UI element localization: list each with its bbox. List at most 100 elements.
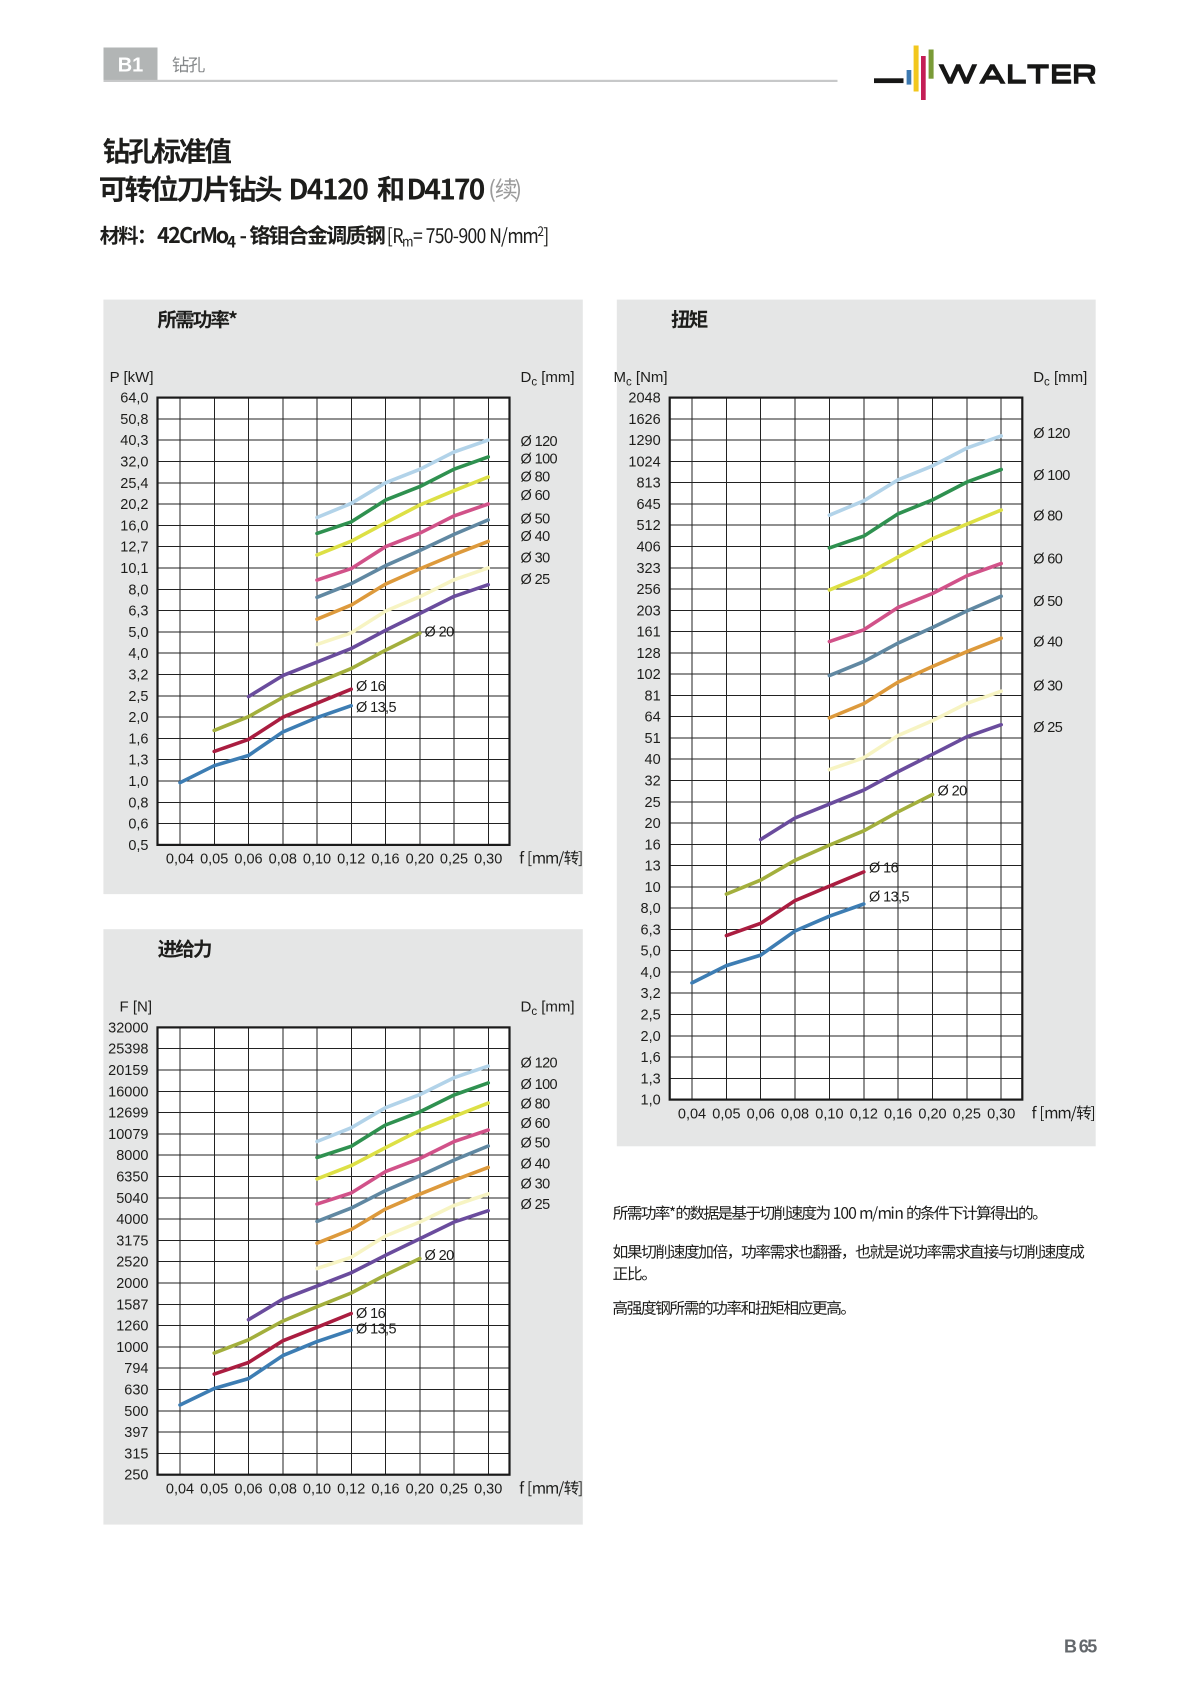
svg-text:Ø 20: Ø 20 (938, 784, 968, 800)
svg-text:0,16: 0,16 (371, 1482, 399, 1498)
svg-text:32,0: 32,0 (120, 455, 148, 471)
svg-text:Ø 16: Ø 16 (356, 679, 386, 695)
svg-text:0,08: 0,08 (269, 852, 297, 868)
svg-text:4000: 4000 (116, 1212, 148, 1228)
svg-text:2,5: 2,5 (641, 1008, 661, 1024)
svg-text:Ø 40: Ø 40 (521, 529, 551, 545)
svg-text:5,0: 5,0 (641, 944, 661, 960)
svg-text:0,04: 0,04 (166, 1482, 194, 1498)
svg-text:0,10: 0,10 (815, 1106, 843, 1122)
svg-text:32: 32 (645, 774, 661, 790)
svg-text:Ø 30: Ø 30 (1033, 679, 1063, 695)
svg-text:203: 203 (636, 603, 660, 619)
svg-text:10079: 10079 (108, 1127, 148, 1143)
svg-text:0,20: 0,20 (406, 852, 434, 868)
svg-text:Ø 25: Ø 25 (521, 1197, 551, 1213)
svg-text:Ø 40: Ø 40 (521, 1157, 551, 1173)
svg-text:Ø 80: Ø 80 (521, 470, 551, 486)
svg-text:0,8: 0,8 (128, 795, 148, 811)
svg-text:12699: 12699 (108, 1106, 148, 1122)
svg-text:1,3: 1,3 (128, 753, 148, 769)
svg-text:3175: 3175 (116, 1233, 148, 1249)
svg-text:0,12: 0,12 (337, 852, 365, 868)
svg-text:20: 20 (645, 816, 661, 832)
svg-text:Ø 20: Ø 20 (425, 1248, 455, 1264)
svg-text:51: 51 (645, 731, 661, 747)
svg-text:4,0: 4,0 (641, 965, 661, 981)
svg-text:0,05: 0,05 (200, 1482, 228, 1498)
svg-text:0,25: 0,25 (953, 1106, 981, 1122)
svg-text:0,20: 0,20 (918, 1106, 946, 1122)
svg-text:16000: 16000 (108, 1084, 148, 1100)
svg-text:50,8: 50,8 (120, 412, 148, 428)
svg-text:0,10: 0,10 (303, 852, 331, 868)
svg-text:8,0: 8,0 (128, 582, 148, 598)
svg-text:3,2: 3,2 (128, 668, 148, 684)
svg-text:102: 102 (636, 667, 660, 683)
svg-text:40,3: 40,3 (120, 433, 148, 449)
svg-text:3,2: 3,2 (641, 986, 661, 1002)
svg-text:128: 128 (636, 646, 660, 662)
svg-text:8,0: 8,0 (641, 901, 661, 917)
svg-text:0,16: 0,16 (371, 852, 399, 868)
svg-text:2,5: 2,5 (128, 689, 148, 705)
svg-text:Ø 100: Ø 100 (1033, 468, 1070, 484)
svg-text:Dc [mm]: Dc [mm] (521, 369, 575, 389)
svg-text:Ø 16: Ø 16 (356, 1306, 386, 1322)
svg-text:Ø 25: Ø 25 (1033, 720, 1063, 736)
svg-text:813: 813 (636, 476, 660, 492)
svg-text:81: 81 (645, 688, 661, 704)
svg-text:5040: 5040 (116, 1191, 148, 1207)
svg-text:Ø 20: Ø 20 (425, 625, 455, 641)
svg-text:0,25: 0,25 (440, 852, 468, 868)
svg-text:Ø 60: Ø 60 (521, 1116, 551, 1132)
svg-text:2520: 2520 (116, 1255, 148, 1271)
svg-text:0,20: 0,20 (406, 1482, 434, 1498)
svg-text:6350: 6350 (116, 1170, 148, 1186)
svg-text:Dc [mm]: Dc [mm] (521, 999, 575, 1019)
svg-text:Ø 120: Ø 120 (1033, 426, 1070, 442)
svg-text:16: 16 (645, 837, 661, 853)
svg-text:2048: 2048 (628, 391, 660, 407)
svg-text:500: 500 (124, 1404, 148, 1420)
svg-text:Ø 50: Ø 50 (521, 1136, 551, 1152)
svg-text:Ø 80: Ø 80 (521, 1096, 551, 1112)
svg-text:6,3: 6,3 (641, 922, 661, 938)
svg-text:Mc [Nm]: Mc [Nm] (614, 369, 668, 389)
svg-text:0,5: 0,5 (128, 838, 148, 854)
svg-text:P [kW]: P [kW] (110, 369, 154, 386)
svg-text:0,30: 0,30 (474, 1482, 502, 1498)
svg-text:Ø 13,5: Ø 13,5 (356, 1322, 396, 1338)
svg-text:0,12: 0,12 (850, 1106, 878, 1122)
svg-text:315: 315 (124, 1446, 148, 1462)
svg-text:645: 645 (636, 497, 660, 513)
svg-text:8000: 8000 (116, 1148, 148, 1164)
svg-text:Ø 13,5: Ø 13,5 (356, 700, 396, 716)
svg-text:Ø 13,5: Ø 13,5 (869, 890, 909, 906)
svg-text:1,0: 1,0 (641, 1093, 661, 1109)
svg-text:256: 256 (636, 582, 660, 598)
svg-text:F [N]: F [N] (120, 999, 153, 1016)
svg-text:1290: 1290 (628, 433, 660, 449)
svg-text:Ø 25: Ø 25 (521, 572, 551, 588)
svg-text:25398: 25398 (108, 1042, 148, 1058)
svg-text:6,3: 6,3 (128, 604, 148, 620)
svg-text:406: 406 (636, 540, 660, 556)
svg-text:4,0: 4,0 (128, 646, 148, 662)
svg-text:64: 64 (645, 710, 661, 726)
svg-text:0,04: 0,04 (166, 852, 194, 868)
svg-text:2,0: 2,0 (128, 710, 148, 726)
svg-text:0,16: 0,16 (884, 1106, 912, 1122)
svg-text:Ø 40: Ø 40 (1033, 634, 1063, 650)
svg-text:B 65: B 65 (1064, 1637, 1097, 1657)
svg-text:2000: 2000 (116, 1276, 148, 1292)
svg-text:1000: 1000 (116, 1340, 148, 1356)
svg-text:10,1: 10,1 (120, 561, 148, 577)
svg-text:323: 323 (636, 561, 660, 577)
svg-text:16,0: 16,0 (120, 518, 148, 534)
svg-text:0,10: 0,10 (303, 1482, 331, 1498)
svg-text:20,2: 20,2 (120, 497, 148, 513)
svg-text:0,06: 0,06 (234, 1482, 262, 1498)
svg-text:1260: 1260 (116, 1319, 148, 1335)
svg-text:1,0: 1,0 (128, 774, 148, 790)
